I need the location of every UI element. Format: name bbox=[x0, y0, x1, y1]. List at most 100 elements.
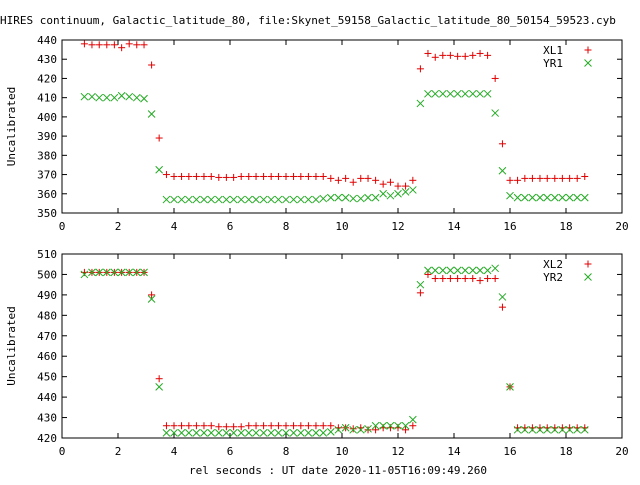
data-point bbox=[297, 422, 305, 430]
data-point bbox=[326, 193, 335, 202]
data-point bbox=[319, 194, 328, 203]
data-point-d2 bbox=[498, 293, 507, 301]
data-point bbox=[349, 425, 357, 433]
data-point bbox=[491, 74, 499, 82]
data-point-d2 bbox=[102, 268, 111, 277]
data-point-d2 bbox=[304, 195, 313, 204]
data-point bbox=[162, 195, 171, 204]
data-point bbox=[259, 195, 268, 204]
data-point bbox=[408, 415, 417, 424]
x-axis-label: rel seconds : UT date 2020-11-05T16:09:4… bbox=[189, 464, 487, 477]
data-point bbox=[297, 172, 305, 180]
data-point bbox=[267, 195, 276, 204]
data-point bbox=[319, 172, 327, 180]
data-point-d2 bbox=[431, 266, 440, 275]
data-point bbox=[402, 182, 410, 190]
data-point-d2 bbox=[371, 193, 380, 202]
data-point bbox=[207, 195, 216, 204]
data-point bbox=[184, 195, 193, 204]
data-point bbox=[513, 425, 522, 434]
y-tick-label: 420 bbox=[37, 72, 57, 85]
data-point bbox=[431, 275, 439, 283]
data-point bbox=[289, 429, 298, 437]
data-point-d2 bbox=[520, 425, 529, 434]
data-point-d2 bbox=[117, 268, 126, 277]
data-point bbox=[476, 49, 484, 57]
data-point-d2 bbox=[177, 429, 186, 437]
x-tick-label: 4 bbox=[171, 220, 178, 233]
data-point bbox=[147, 295, 156, 303]
x-tick-label: 14 bbox=[447, 220, 461, 233]
plot-frame bbox=[61, 253, 623, 439]
data-point-d2 bbox=[229, 195, 238, 204]
data-point bbox=[245, 422, 253, 430]
data-point bbox=[177, 429, 186, 437]
data-point bbox=[140, 94, 148, 103]
x-tick-label: 14 bbox=[447, 445, 461, 458]
data-point bbox=[237, 429, 246, 437]
data-point bbox=[252, 429, 260, 437]
data-point bbox=[558, 425, 567, 434]
y-tick-label: 390 bbox=[37, 130, 57, 143]
data-point bbox=[155, 165, 164, 174]
data-point-d2 bbox=[371, 421, 380, 430]
data-point-d2 bbox=[438, 89, 447, 98]
data-point bbox=[214, 429, 223, 437]
data-point bbox=[498, 140, 506, 148]
data-point bbox=[520, 193, 529, 202]
legend-label: XL2 bbox=[543, 258, 563, 271]
data-point bbox=[386, 178, 394, 186]
data-point bbox=[386, 421, 395, 430]
data-point bbox=[125, 268, 134, 277]
data-point bbox=[416, 280, 425, 289]
data-point bbox=[565, 193, 574, 202]
x-tick-label: 12 bbox=[391, 220, 404, 233]
data-point bbox=[573, 174, 581, 182]
data-point-d2 bbox=[140, 268, 148, 277]
data-point bbox=[170, 422, 178, 430]
data-point-d2 bbox=[259, 429, 268, 437]
data-point bbox=[155, 134, 163, 142]
y-tick-label: 490 bbox=[37, 289, 57, 302]
data-point bbox=[274, 195, 283, 204]
data-point bbox=[140, 268, 148, 277]
data-point bbox=[551, 174, 559, 182]
data-point bbox=[550, 425, 559, 434]
data-point-d2 bbox=[192, 195, 201, 204]
data-point bbox=[312, 429, 320, 437]
data-point bbox=[222, 173, 230, 181]
x-tick-label: 2 bbox=[115, 220, 122, 233]
data-point-d2 bbox=[155, 383, 164, 391]
data-point bbox=[132, 93, 141, 102]
data-point-d2 bbox=[289, 429, 298, 437]
data-point-d2 bbox=[453, 266, 462, 275]
data-point bbox=[215, 423, 223, 431]
x-tick-label: 8 bbox=[283, 220, 290, 233]
y-tick-label: 360 bbox=[37, 188, 57, 201]
data-point bbox=[162, 422, 170, 430]
data-point bbox=[312, 172, 320, 180]
data-point bbox=[580, 425, 589, 434]
data-point bbox=[155, 383, 164, 391]
data-point bbox=[170, 172, 178, 180]
x-tick-label: 16 bbox=[503, 445, 516, 458]
x-tick-label: 20 bbox=[615, 445, 628, 458]
data-point bbox=[110, 41, 118, 49]
data-point bbox=[88, 92, 96, 101]
data-point bbox=[416, 289, 424, 297]
data-point bbox=[304, 422, 312, 430]
data-point bbox=[431, 53, 439, 61]
data-point bbox=[207, 422, 215, 430]
data-point-d2 bbox=[80, 92, 89, 101]
data-point bbox=[341, 423, 350, 432]
legend-marker bbox=[584, 260, 592, 268]
data-point bbox=[274, 172, 282, 180]
data-point-d2 bbox=[446, 266, 455, 275]
data-point-d2 bbox=[184, 195, 193, 204]
data-point-d2 bbox=[155, 165, 164, 174]
data-point-d2 bbox=[356, 194, 365, 203]
data-point bbox=[125, 92, 134, 101]
x-tick-label: 4 bbox=[171, 445, 178, 458]
data-point bbox=[498, 293, 507, 301]
